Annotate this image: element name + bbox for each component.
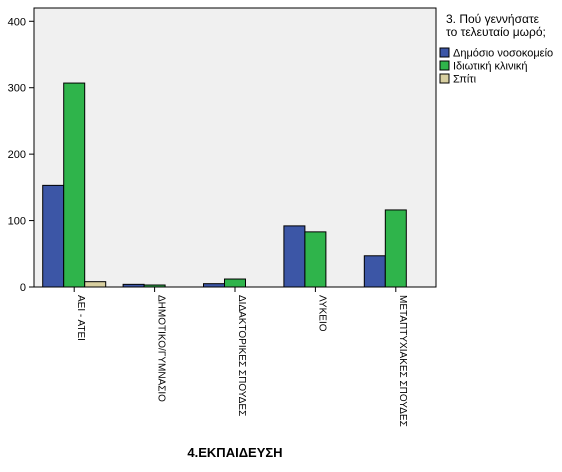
- y-axis: 0 100 200 300 400: [8, 16, 34, 294]
- bar: [224, 278, 246, 288]
- x-tick-label: ΜΕΤΑΠΤΥΧΙΑΚΕΣ ΣΠΟΥΔΕΣ: [397, 295, 408, 427]
- x-tick-label: ΔΙΔΑΚΤΟΡΙΚΕΣ ΣΠΟΥΔΕΣ: [236, 295, 247, 416]
- bar: [63, 82, 86, 288]
- legend-title: το τελευταίο μωρό;: [446, 25, 546, 39]
- bar: [384, 209, 407, 288]
- bar: [203, 283, 225, 288]
- legend-title: 3. Πού γεννήσατε: [446, 12, 540, 26]
- y-tick-label: 400: [8, 16, 26, 28]
- bar: [143, 284, 166, 288]
- x-axis: ΑΕΙ - ΑΤΕΙ ΔΗΜΟΤΙΚΟ/ΓΥΜΝΑΣΙΟ ΔΙΔΑΚΤΟΡΙΚΕΣ …: [73, 287, 408, 427]
- y-tick-label: 200: [8, 149, 26, 161]
- bars-group: [42, 82, 407, 288]
- bar: [304, 231, 327, 288]
- plot-area: [33, 7, 437, 288]
- legend-label: Σπίτι: [453, 74, 477, 86]
- legend-label: Ιδιωτική κλινική: [453, 61, 528, 73]
- x-axis-label: 4.ΕΚΠΑΙΔΕΥΣΗ: [187, 445, 282, 460]
- y-tick-label: 0: [20, 282, 26, 294]
- bar: [84, 281, 107, 288]
- legend-swatch: [439, 47, 450, 58]
- bar: [122, 283, 145, 288]
- legend-swatch: [439, 73, 450, 84]
- y-tick-label: 300: [8, 83, 26, 95]
- x-tick-label: ΑΕΙ - ΑΤΕΙ: [75, 295, 86, 341]
- bar: [283, 225, 306, 288]
- bar: [363, 255, 386, 288]
- legend-swatch: [439, 60, 450, 71]
- x-tick-label: ΔΗΜΟΤΙΚΟ/ΓΥΜΝΑΣΙΟ: [156, 295, 167, 402]
- x-tick-label: ΛΥΚΕΙΟ: [316, 295, 327, 332]
- y-tick-label: 100: [8, 216, 26, 228]
- legend-label: Δημόσιο νοσοκομείο: [453, 48, 553, 60]
- bar: [42, 184, 65, 288]
